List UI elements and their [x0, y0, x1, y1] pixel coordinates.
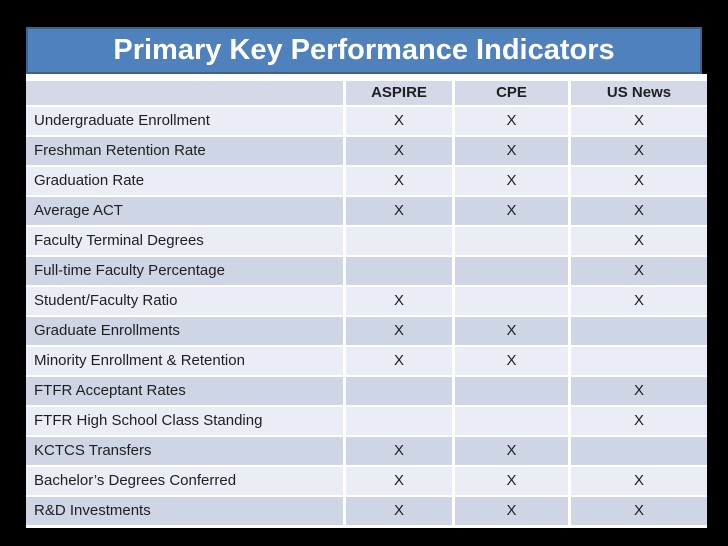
mark-cell: X: [571, 407, 707, 435]
header-cell-aspire: ASPIRE: [346, 81, 452, 105]
mark-cell: [571, 347, 707, 375]
row-label: Undergraduate Enrollment: [26, 107, 343, 135]
mark-cell: [455, 377, 568, 405]
row-label: Graduation Rate: [26, 167, 343, 195]
table-row: Faculty Terminal Degrees X: [26, 227, 707, 255]
row-label: Full-time Faculty Percentage: [26, 257, 343, 285]
mark-cell: X: [571, 137, 707, 165]
kpi-table: ASPIRE CPE US News Undergraduate Enrollm…: [26, 74, 707, 528]
mark-cell: X: [455, 467, 568, 495]
row-label: Graduate Enrollments: [26, 317, 343, 345]
row-label: Average ACT: [26, 197, 343, 225]
mark-cell: X: [455, 437, 568, 465]
mark-cell: X: [346, 437, 452, 465]
row-label: R&D Investments: [26, 497, 343, 525]
table-row: Graduate Enrollments X X: [26, 317, 707, 345]
row-label: FTFR High School Class Standing: [26, 407, 343, 435]
table-row: Student/Faculty Ratio X X: [26, 287, 707, 315]
mark-cell: X: [571, 227, 707, 255]
mark-cell: X: [346, 107, 452, 135]
title-banner: Primary Key Performance Indicators: [26, 27, 702, 74]
table-row: KCTCS Transfers X X: [26, 437, 707, 465]
row-label: Faculty Terminal Degrees: [26, 227, 343, 255]
header-cell-cpe: CPE: [455, 81, 568, 105]
mark-cell: [455, 287, 568, 315]
mark-cell: [346, 257, 452, 285]
mark-cell: X: [455, 197, 568, 225]
table-row: Freshman Retention Rate X X X: [26, 137, 707, 165]
table-row: Minority Enrollment & Retention X X: [26, 347, 707, 375]
mark-cell: X: [571, 497, 707, 525]
row-label: Student/Faculty Ratio: [26, 287, 343, 315]
mark-cell: X: [346, 467, 452, 495]
mark-cell: X: [571, 377, 707, 405]
mark-cell: [571, 317, 707, 345]
table-row: R&D Investments X X X: [26, 497, 707, 525]
row-label: Freshman Retention Rate: [26, 137, 343, 165]
mark-cell: X: [346, 497, 452, 525]
mark-cell: X: [571, 287, 707, 315]
table-header-row: ASPIRE CPE US News: [26, 81, 707, 105]
table-row: Full-time Faculty Percentage X: [26, 257, 707, 285]
mark-cell: X: [571, 467, 707, 495]
mark-cell: X: [346, 137, 452, 165]
row-label: Bachelor’s Degrees Conferred: [26, 467, 343, 495]
table-row: Undergraduate Enrollment X X X: [26, 107, 707, 135]
mark-cell: [455, 257, 568, 285]
mark-cell: X: [571, 107, 707, 135]
mark-cell: X: [455, 137, 568, 165]
mark-cell: X: [455, 107, 568, 135]
mark-cell: X: [455, 347, 568, 375]
mark-cell: X: [571, 197, 707, 225]
table-row: FTFR High School Class Standing X: [26, 407, 707, 435]
mark-cell: X: [346, 197, 452, 225]
table-row: FTFR Acceptant Rates X: [26, 377, 707, 405]
mark-cell: X: [571, 167, 707, 195]
mark-cell: [571, 437, 707, 465]
mark-cell: X: [346, 167, 452, 195]
table-row: Average ACT X X X: [26, 197, 707, 225]
slide-title: Primary Key Performance Indicators: [113, 34, 615, 66]
mark-cell: X: [455, 167, 568, 195]
mark-cell: X: [346, 287, 452, 315]
row-label: Minority Enrollment & Retention: [26, 347, 343, 375]
table-row: Graduation Rate X X X: [26, 167, 707, 195]
mark-cell: [346, 407, 452, 435]
mark-cell: [346, 377, 452, 405]
mark-cell: X: [455, 317, 568, 345]
row-label: KCTCS Transfers: [26, 437, 343, 465]
table-row: Bachelor’s Degrees Conferred X X X: [26, 467, 707, 495]
mark-cell: X: [346, 317, 452, 345]
mark-cell: [455, 227, 568, 255]
mark-cell: X: [455, 497, 568, 525]
row-label: FTFR Acceptant Rates: [26, 377, 343, 405]
mark-cell: [346, 227, 452, 255]
mark-cell: X: [346, 347, 452, 375]
mark-cell: [455, 407, 568, 435]
header-cell-usnews: US News: [571, 81, 707, 105]
mark-cell: X: [571, 257, 707, 285]
header-cell-empty: [26, 81, 343, 105]
